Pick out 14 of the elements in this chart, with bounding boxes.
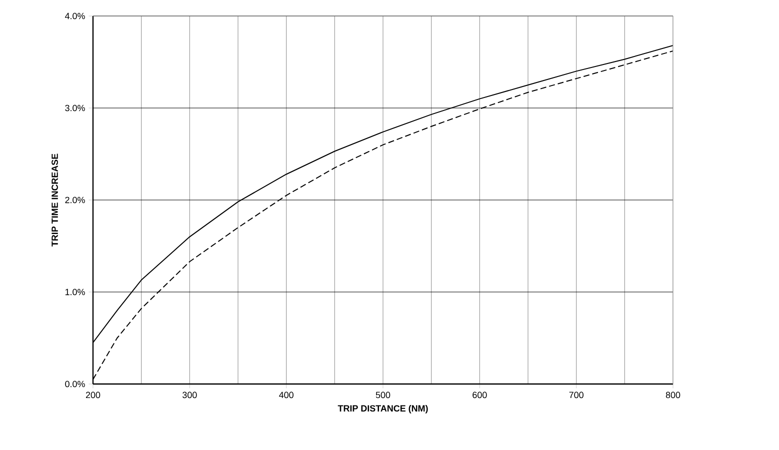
x-tick-label: 200 bbox=[86, 392, 100, 398]
x-tick-label: 300 bbox=[182, 392, 197, 398]
y-axis-title: TRIP TIME INCREASE bbox=[52, 154, 58, 246]
y-tick-label: 4.0% bbox=[64, 12, 85, 20]
y-tick-label: 3.0% bbox=[65, 104, 85, 112]
x-axis-title: TRIP DISTANCE (NM) bbox=[338, 404, 428, 414]
x-tick-label: 800 bbox=[666, 392, 680, 398]
x-tick-label: 400 bbox=[279, 392, 294, 398]
y-tick-label: 2.0% bbox=[65, 196, 85, 204]
x-tick-label: 700 bbox=[569, 392, 584, 398]
x-tick-label: 600 bbox=[472, 392, 487, 398]
y-tick-label: 1.0% bbox=[65, 288, 85, 296]
y-tick-label: 0.0% bbox=[65, 380, 85, 388]
x-tick-label: 500 bbox=[376, 392, 390, 398]
